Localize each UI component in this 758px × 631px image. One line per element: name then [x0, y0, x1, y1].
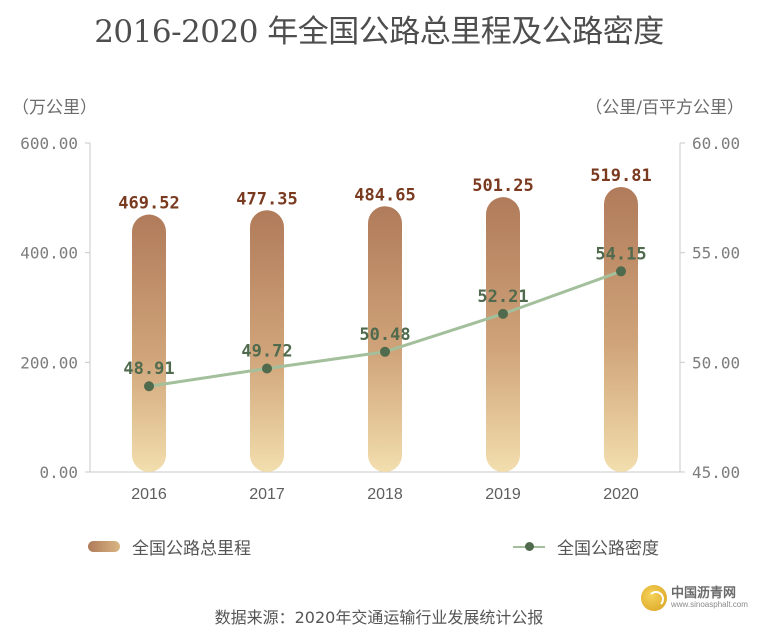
bar-value-label: 477.35 [236, 189, 297, 209]
density-value-label: 50.48 [359, 325, 410, 345]
watermark: 中国沥青网 www.sinoasphalt.com [641, 585, 748, 611]
legend-bar: 全国公路总里程 [88, 534, 251, 559]
x-tick-label: 2020 [603, 486, 639, 503]
density-value-label: 52.21 [477, 287, 528, 307]
sinoasphalt-logo-icon [641, 585, 667, 611]
watermark-url: www.sinoasphalt.com [671, 599, 748, 609]
right-axis-tick-label: 45.00 [692, 463, 740, 482]
density-point-2020 [616, 266, 626, 277]
density-point-2016 [144, 381, 154, 392]
left-axis-tick-label: 0.00 [39, 463, 78, 482]
left-axis-unit: （万公里） [12, 98, 97, 118]
legend-line-swatch [513, 541, 545, 552]
bar-value-label: 501.25 [472, 176, 533, 196]
left-axis-tick-label: 200.00 [20, 353, 78, 372]
left-axis-tick-label: 400.00 [20, 244, 78, 263]
x-tick-label: 2017 [249, 486, 285, 503]
legend-line-label: 全国公路密度 [557, 539, 659, 559]
bar-2017 [250, 210, 284, 472]
legend-bar-swatch [88, 541, 120, 552]
chart-title: 2016-2020 年全国公路总里程及公路密度 [94, 14, 664, 50]
bar-2018 [368, 206, 402, 472]
data-source: 数据来源：2020年交通运输行业发展统计公报 [214, 608, 544, 627]
legend-bar-label: 全国公路总里程 [132, 539, 251, 559]
right-axis-tick-label: 55.00 [692, 244, 740, 263]
bar-2016 [132, 214, 166, 472]
density-point-2017 [262, 363, 272, 374]
density-value-label: 54.15 [595, 244, 646, 264]
right-axis-unit: （公里/百平方公里） [585, 98, 744, 118]
right-axis-tick-label: 60.00 [692, 134, 740, 153]
bar-2020 [604, 186, 638, 472]
bar-value-label: 519.81 [590, 166, 651, 186]
density-value-label: 49.72 [241, 341, 292, 361]
bar-2019 [486, 197, 520, 472]
x-tick-label: 2018 [367, 486, 403, 503]
watermark-name: 中国沥青网 [671, 585, 737, 601]
bar-value-label: 484.65 [354, 185, 415, 205]
density-value-label: 48.91 [123, 359, 174, 379]
density-point-2018 [380, 346, 390, 357]
legend-line: 全国公路密度 [513, 534, 659, 559]
left-axis-tick-label: 600.00 [20, 134, 78, 153]
x-tick-label: 2019 [485, 486, 521, 503]
x-tick-label: 2016 [131, 486, 167, 503]
bar-value-label: 469.52 [118, 194, 179, 214]
right-axis-tick-label: 50.00 [692, 353, 740, 372]
density-point-2019 [498, 308, 508, 319]
